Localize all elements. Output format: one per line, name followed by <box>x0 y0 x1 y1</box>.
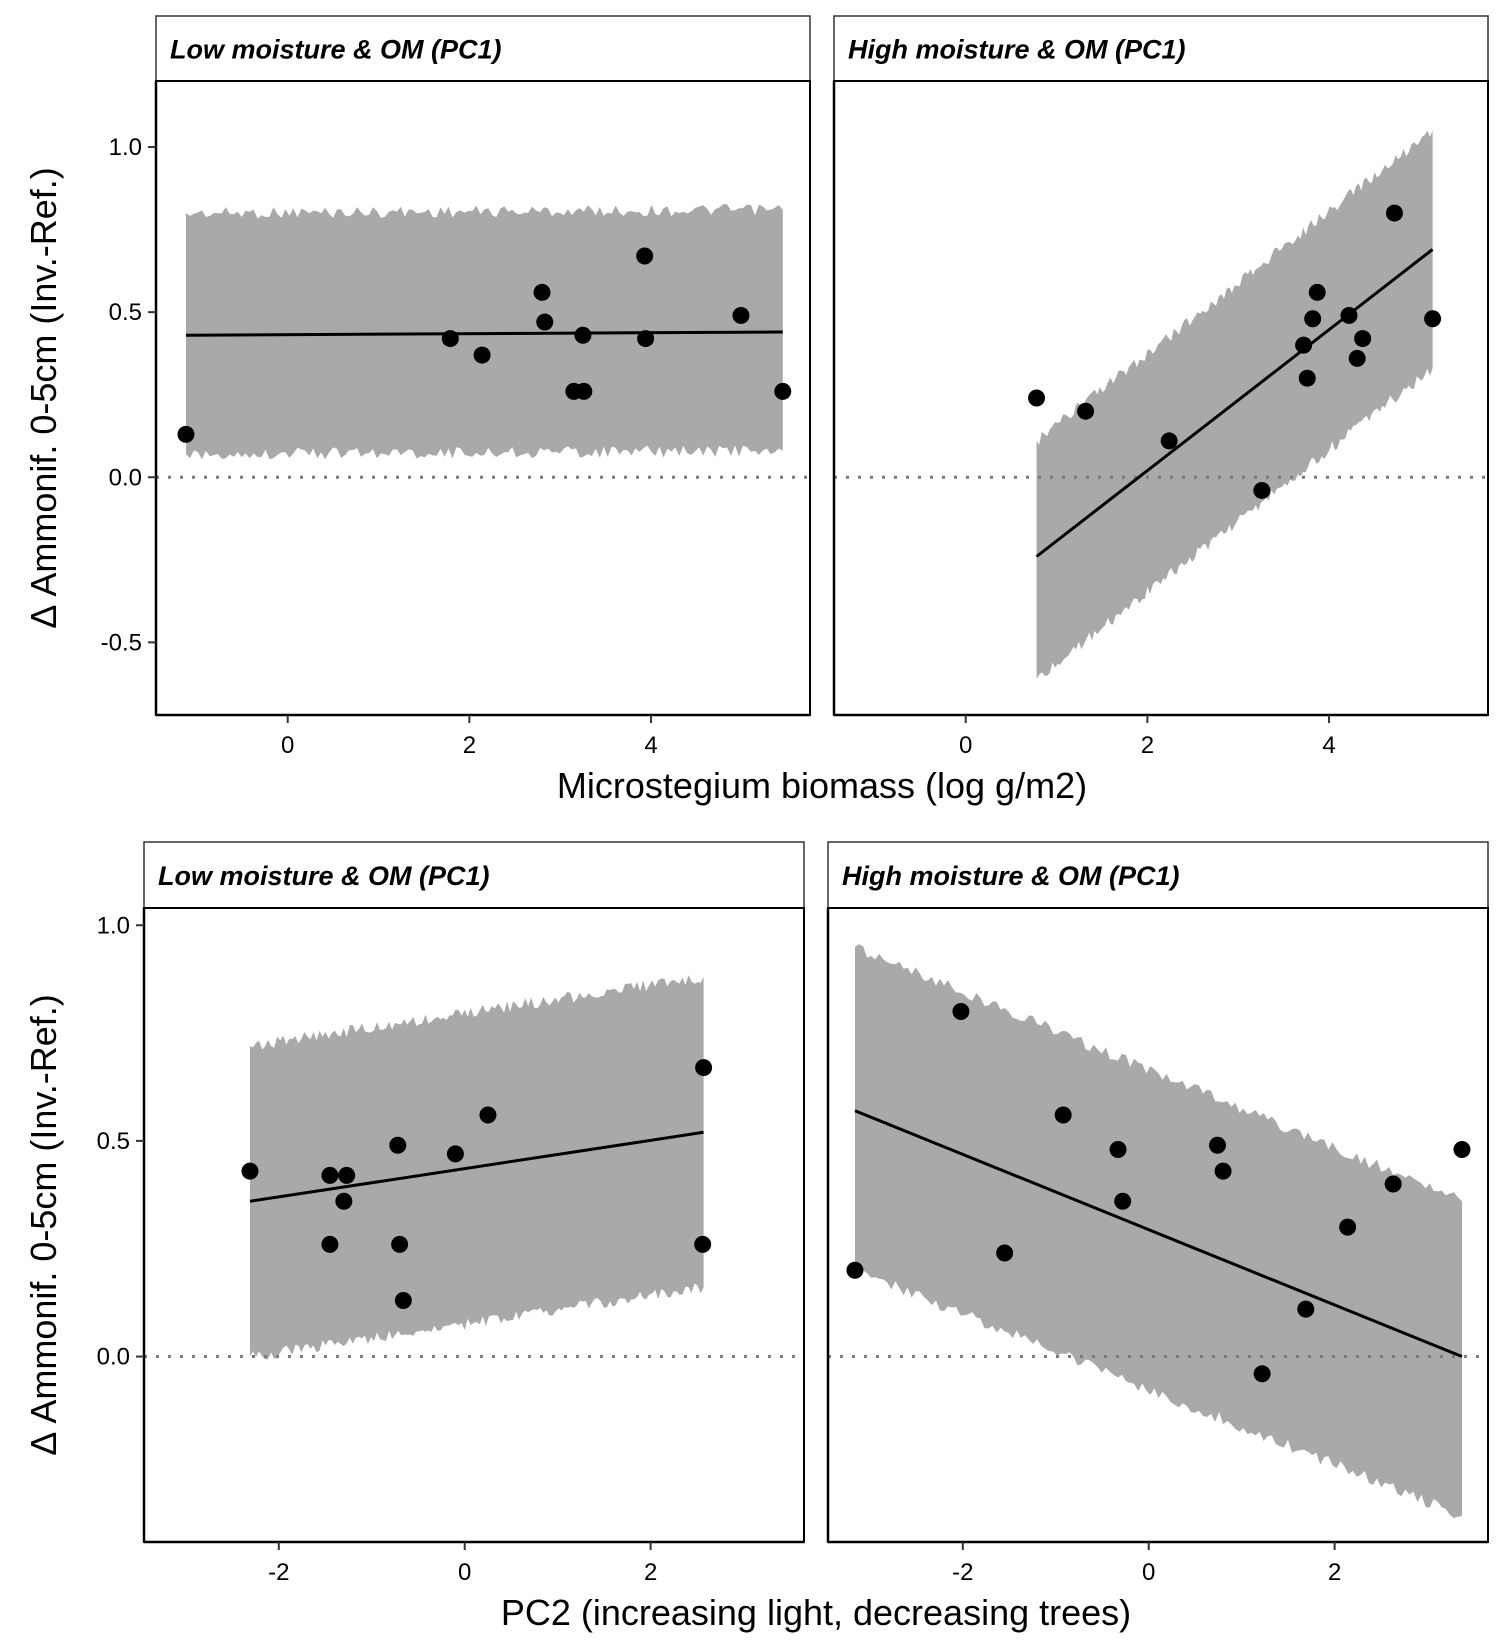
y-axis-title-row1: Δ Ammonif. 0-5cm (Inv.-Ref.) <box>23 167 64 628</box>
data-point <box>1384 1175 1402 1193</box>
y-tick-label: 0.5 <box>97 1128 130 1155</box>
data-point <box>391 1235 409 1253</box>
data-point <box>389 1136 407 1154</box>
y-tick-label: -0.5 <box>101 629 142 656</box>
confidence-band <box>186 204 783 460</box>
panel-top-right: High moisture & OM (PC1) 0 2 4 <box>832 15 1489 759</box>
y-tick-label: 0.5 <box>109 299 142 326</box>
data-point <box>1308 283 1326 301</box>
data-point <box>1028 389 1046 407</box>
x-tick-label: 2 <box>644 1559 657 1586</box>
data-point <box>394 1291 412 1309</box>
y-tick-label: 1.0 <box>109 134 142 161</box>
x-tick-label: 2 <box>1141 732 1154 759</box>
data-point <box>1054 1106 1072 1124</box>
data-point <box>1160 432 1178 450</box>
data-point <box>695 1059 713 1077</box>
strip-header <box>833 15 1489 82</box>
data-point <box>1453 1141 1471 1159</box>
data-point <box>446 1145 464 1163</box>
data-point <box>533 283 551 301</box>
x-tick-label: 4 <box>644 732 657 759</box>
data-point <box>1208 1136 1226 1154</box>
data-point <box>479 1106 497 1124</box>
regression-line <box>249 1130 704 1203</box>
x-tick-label: 2 <box>1328 1559 1341 1586</box>
regression-line <box>1035 248 1434 558</box>
x-tick-label: 0 <box>1142 1559 1155 1586</box>
data-point <box>1114 1192 1132 1210</box>
strip-title: Low moisture & OM (PC1) <box>158 861 490 891</box>
data-point <box>1385 204 1403 222</box>
x-tick-label: 2 <box>463 732 476 759</box>
strip-header <box>827 841 1489 909</box>
data-point <box>1214 1162 1232 1180</box>
data-point <box>321 1235 339 1253</box>
data-point <box>338 1166 356 1184</box>
y-tick-label: 0.0 <box>97 1344 130 1371</box>
data-point <box>177 425 195 443</box>
x-axis-title-row2: PC2 (increasing light, decreasing trees) <box>501 1592 1131 1633</box>
data-point <box>952 1003 970 1021</box>
data-point <box>1295 336 1313 354</box>
strip-header <box>155 15 811 82</box>
data-point <box>1354 330 1372 348</box>
y-tick-label: 0.0 <box>109 464 142 491</box>
x-tick-label: 0 <box>959 732 972 759</box>
data-point <box>1253 481 1271 499</box>
strip-title: High moisture & OM (PC1) <box>842 861 1180 891</box>
data-point <box>536 313 554 331</box>
data-point <box>1304 310 1322 328</box>
data-point <box>1109 1141 1127 1159</box>
data-point <box>1339 1218 1357 1236</box>
x-tick-label: -2 <box>268 1559 289 1586</box>
data-point <box>1298 369 1316 387</box>
x-tick-label: -2 <box>952 1559 973 1586</box>
data-point <box>575 382 593 400</box>
data-point <box>846 1261 864 1279</box>
y-tick-label: 1.0 <box>97 912 130 939</box>
regression-line <box>185 330 783 337</box>
data-point <box>441 330 459 348</box>
data-point <box>636 247 654 265</box>
data-point <box>996 1244 1014 1262</box>
data-point <box>732 306 750 324</box>
panel-bottom-right: High moisture & OM (PC1) -2 0 2 <box>826 841 1489 1586</box>
strip-title: High moisture & OM (PC1) <box>848 35 1186 65</box>
panel-bottom-left: Low moisture & OM (PC1) -2 0 2 0.0 0.5 1.0 <box>97 841 805 1586</box>
strip-title: Low moisture & OM (PC1) <box>170 35 502 65</box>
confidence-band <box>855 944 1462 1519</box>
data-point <box>473 346 491 364</box>
data-point <box>1424 310 1442 328</box>
data-point <box>1077 402 1095 420</box>
panel-top-left: Low moisture & OM (PC1) 0 2 4 -0.5 0.0 0.5 1.0 <box>101 15 811 759</box>
regression-line <box>854 1109 1463 1358</box>
data-point <box>321 1166 339 1184</box>
strip-header <box>143 841 805 909</box>
data-point <box>694 1235 712 1253</box>
data-point <box>241 1162 259 1180</box>
data-point <box>774 382 792 400</box>
x-tick-label: 4 <box>1322 732 1335 759</box>
data-point <box>637 330 655 348</box>
data-point <box>574 326 592 344</box>
data-point <box>335 1192 353 1210</box>
x-tick-label: 0 <box>281 732 294 759</box>
x-axis-title-row1: Microstegium biomass (log g/m2) <box>557 765 1087 806</box>
data-point <box>1297 1300 1315 1318</box>
data-point <box>1340 306 1358 324</box>
data-point <box>1253 1365 1271 1383</box>
x-tick-label: 0 <box>458 1559 471 1586</box>
data-point <box>1348 349 1366 367</box>
y-axis-title-row2: Δ Ammonif. 0-5cm (Inv.-Ref.) <box>23 994 64 1455</box>
